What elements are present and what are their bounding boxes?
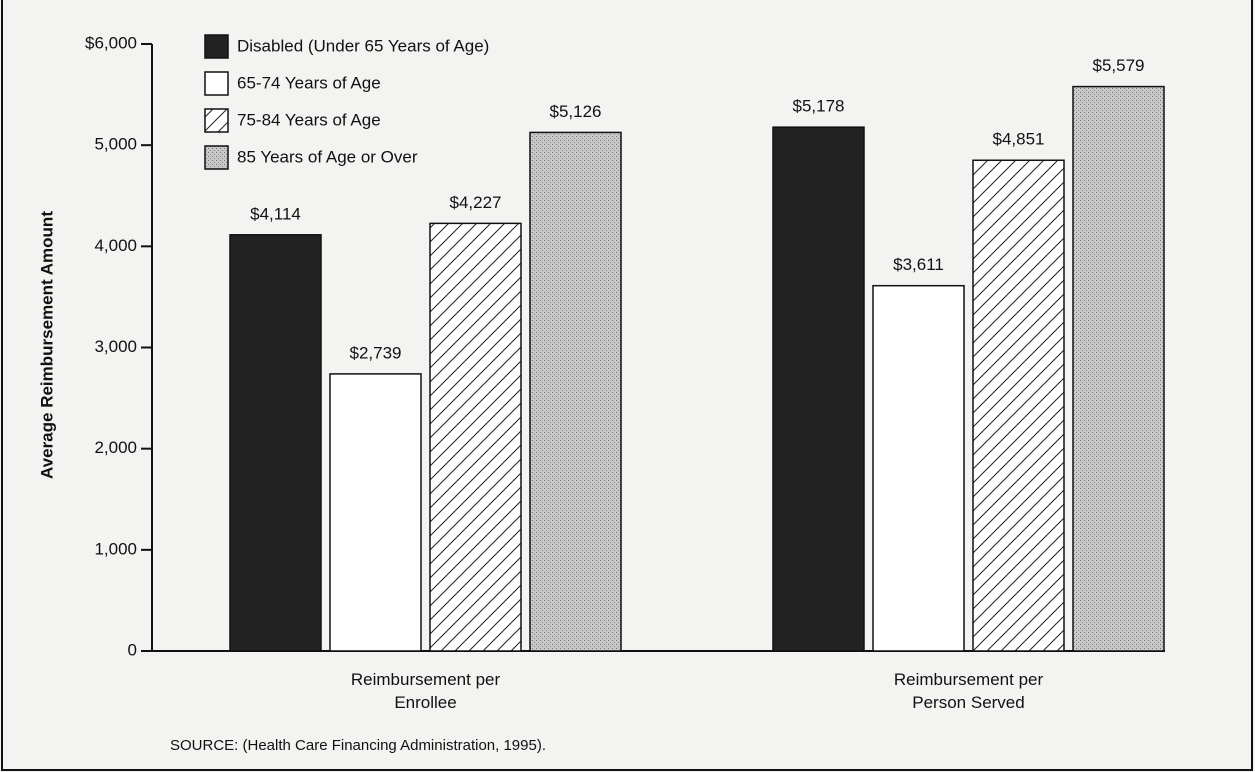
bar [229,234,322,652]
bar [329,373,422,652]
y-tick-label: $6,000 [85,33,137,52]
y-tick-label: 2,000 [94,438,137,457]
value-label: $4,851 [993,130,1045,149]
legend-swatch [204,71,229,96]
value-label: $3,611 [893,255,944,274]
bar [1072,85,1165,652]
legend-swatch [204,145,229,170]
legend-label: 75-84 Years of Age [237,110,381,129]
y-tick-label: 1,000 [94,539,137,558]
bar [529,131,622,652]
legend-swatch [204,108,229,133]
bar [772,126,865,652]
bar [972,159,1065,652]
value-label: $4,227 [450,193,502,212]
value-label: $2,739 [350,343,402,362]
y-tick-label: 3,000 [94,337,137,356]
value-label: $5,579 [1093,56,1145,75]
legend-label: 65-74 Years of Age [237,73,381,92]
bar [872,284,965,652]
y-tick-label: 0 [128,640,137,659]
source-note: SOURCE: (Health Care Financing Administr… [170,737,546,754]
y-axis-label: Average Reimbursement Amount [37,211,56,479]
y-tick-label: 5,000 [94,135,137,154]
value-label: $4,114 [250,204,301,223]
legend-label: Disabled (Under 65 Years of Age) [237,36,489,55]
legend-swatch [204,34,229,59]
legend-label: 85 Years of Age or Over [237,147,418,166]
x-category-label: Reimbursement per Person Served [893,670,1044,712]
bar [429,222,522,652]
x-category-label: Reimbursement per Enrollee [350,670,501,712]
value-label: $5,178 [793,97,845,116]
value-label: $5,126 [550,102,602,121]
y-tick-label: 4,000 [94,236,137,255]
